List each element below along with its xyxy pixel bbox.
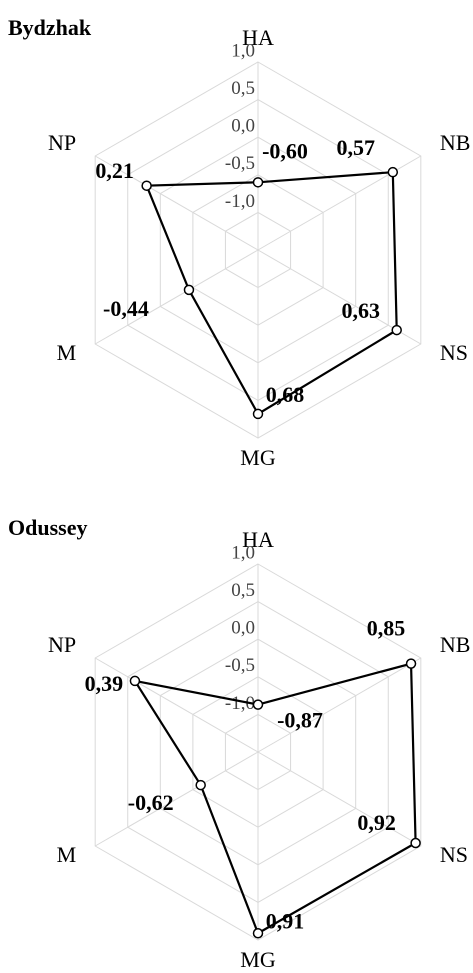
data-label: 0,91 [266, 908, 305, 933]
data-label: 0,85 [367, 616, 406, 641]
tick-label: -0,5 [225, 153, 255, 174]
data-point [405, 658, 417, 669]
axis-label: NP [48, 130, 76, 155]
data-point [252, 927, 264, 939]
spoke [94, 249, 259, 345]
axis-label: HA [242, 527, 274, 552]
axis-label: NS [440, 842, 468, 867]
tick-label: -1,0 [225, 693, 255, 714]
data-point [391, 324, 402, 336]
tick-label: 1,0 [231, 542, 255, 563]
data-label: 0,92 [357, 810, 396, 835]
data-point [183, 284, 195, 296]
data-point [252, 408, 264, 420]
axis-label: NS [440, 340, 468, 365]
data-point [410, 837, 421, 849]
data-label: 0,57 [337, 135, 376, 160]
data-label: -0,62 [128, 790, 174, 815]
spoke [94, 751, 259, 847]
tick-label: -0,5 [225, 655, 255, 676]
data-label: -0,87 [277, 708, 323, 733]
tick-label: 0,0 [231, 116, 255, 137]
axis-label: NB [440, 632, 471, 657]
spoke [257, 751, 422, 847]
data-label: 0,21 [95, 158, 134, 183]
spoke [257, 657, 422, 753]
spoke [94, 657, 259, 753]
axis-label: NB [440, 130, 471, 155]
chart-title: Bydzhak [8, 15, 92, 40]
tick-label: 0,0 [231, 618, 255, 639]
chart-title: Odussey [8, 515, 87, 540]
axis-label: NP [48, 632, 76, 657]
axis-label: M [57, 340, 77, 365]
data-label: 0,63 [341, 298, 380, 323]
data-point [141, 180, 152, 191]
data-point [195, 779, 206, 791]
data-label: 0,68 [266, 382, 305, 407]
data-label: -0,60 [262, 138, 308, 163]
spoke [94, 155, 259, 251]
tick-label: 0,5 [231, 78, 255, 99]
axis-label: MG [240, 445, 276, 470]
tick-label: 0,5 [231, 580, 255, 601]
tick-label: 1,0 [231, 40, 255, 61]
tick-label: -1,0 [225, 191, 255, 212]
data-point [129, 675, 141, 687]
data-label: -0,44 [103, 296, 149, 321]
data-point [252, 177, 264, 188]
data-point [252, 699, 264, 710]
data-label: 0,39 [85, 671, 124, 696]
axis-label: MG [240, 947, 276, 972]
data-point [387, 166, 399, 178]
axis-label: HA [242, 25, 274, 50]
axis-label: M [57, 842, 77, 867]
